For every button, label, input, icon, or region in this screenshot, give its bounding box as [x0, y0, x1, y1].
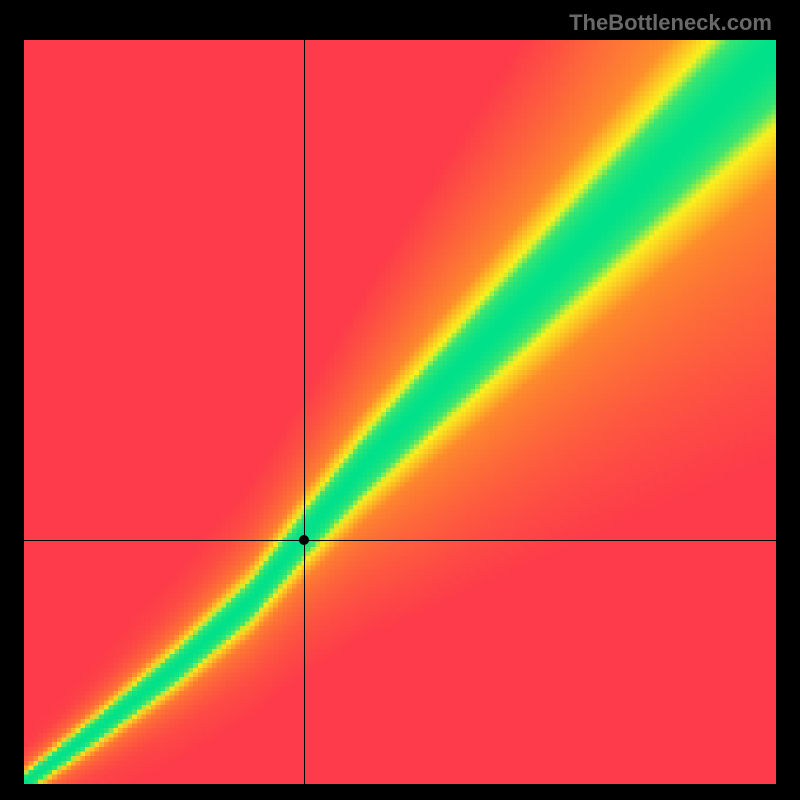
plot-area — [24, 40, 776, 784]
heatmap-canvas — [24, 40, 776, 784]
chart-container: TheBottleneck.com — [0, 0, 800, 800]
crosshair-marker — [299, 535, 309, 545]
crosshair-horizontal — [24, 540, 776, 541]
watermark-text: TheBottleneck.com — [569, 10, 772, 36]
crosshair-vertical — [304, 40, 305, 784]
